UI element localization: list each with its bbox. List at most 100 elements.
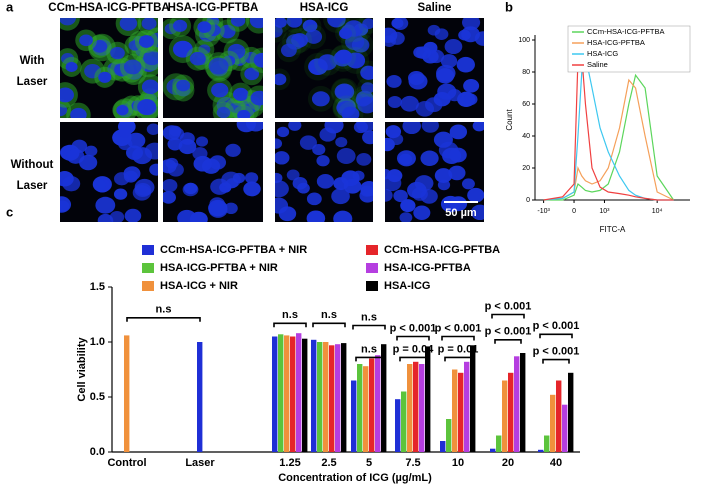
nucleus: [116, 105, 129, 116]
nucleus: [353, 122, 369, 134]
significance-bracket: [126, 317, 201, 322]
nucleus: [333, 177, 349, 191]
bar: [341, 343, 347, 452]
nucleus: [109, 210, 125, 222]
nucleus: [62, 176, 81, 192]
nucleus: [123, 59, 142, 75]
nucleus: [118, 126, 132, 138]
legend-swatch: [142, 281, 154, 291]
bar: [425, 346, 431, 452]
bar: [363, 366, 369, 452]
bar: [452, 369, 458, 452]
row-label: Without: [11, 159, 54, 171]
nucleus: [316, 174, 334, 189]
histogram-line: [543, 54, 674, 201]
significance-label: p < 0.001: [533, 346, 580, 358]
significance-label: n.s: [321, 309, 337, 321]
nucleus: [119, 18, 138, 31]
nucleus: [95, 196, 116, 214]
nucleus: [428, 49, 445, 64]
nucleus: [312, 143, 326, 156]
legend-box: [567, 25, 691, 73]
histogram-line: [543, 73, 675, 201]
y-tick-label: 100: [518, 37, 530, 44]
bar: [556, 380, 562, 452]
significance-label: n.s: [156, 304, 172, 316]
nucleus: [275, 73, 287, 86]
nucleus: [245, 122, 263, 132]
histogram-line: [543, 78, 674, 201]
bar: [296, 333, 302, 452]
nucleus: [276, 126, 290, 138]
nucleus: [163, 191, 176, 204]
x-tick-label: -10³: [537, 208, 550, 215]
legend-swatch: [366, 245, 378, 255]
x-tick-label: Laser: [185, 457, 215, 469]
nucleus: [208, 57, 229, 75]
nucleus: [198, 44, 211, 55]
nucleus: [163, 178, 178, 193]
x-axis-label: Concentration of ICG (µg/mL): [278, 472, 432, 484]
nucleus: [244, 67, 260, 81]
nucleus: [132, 184, 152, 201]
legend-swatch: [366, 263, 378, 273]
nucleus: [400, 95, 419, 112]
legend-label: CCm-HSA-ICG-PFTBA: [384, 244, 500, 256]
nucleus: [291, 33, 309, 48]
nucleus: [407, 181, 427, 199]
nucleus: [253, 52, 263, 68]
significance-label: p = 0.04: [393, 343, 435, 355]
nucleus: [335, 49, 353, 64]
significance-label: p < 0.001: [390, 322, 437, 334]
nucleus: [393, 189, 408, 203]
nucleus: [113, 172, 130, 186]
nucleus: [316, 155, 330, 167]
y-axis-label: Cell viability: [76, 337, 88, 402]
nucleus: [275, 197, 289, 214]
bar: [395, 399, 401, 452]
nucleus: [331, 188, 350, 205]
significance-label: n.s: [361, 311, 377, 323]
nucleus: [362, 18, 373, 30]
nucleus: [415, 46, 432, 60]
significance-label: p < 0.001: [485, 300, 532, 312]
nucleus: [250, 90, 263, 106]
nucleus: [448, 165, 466, 181]
nucleus: [196, 136, 209, 147]
nucleus: [70, 107, 87, 118]
nucleus: [141, 18, 157, 30]
nucleus: [360, 65, 373, 80]
bar: [470, 345, 476, 452]
bar: [329, 345, 335, 452]
nucleus: [311, 91, 330, 107]
nucleus: [444, 39, 463, 55]
nucleus: [402, 122, 422, 135]
legend-swatch: [142, 245, 154, 255]
row-label: Laser: [17, 76, 48, 88]
bar: [440, 441, 446, 452]
nucleus: [60, 87, 74, 103]
nucleus: [232, 87, 249, 101]
nucleus: [302, 19, 318, 33]
nucleus: [141, 79, 158, 95]
nucleus: [280, 43, 297, 58]
x-tick-label: 2.5: [321, 457, 336, 469]
nucleus: [319, 127, 337, 142]
micrograph: [60, 18, 158, 118]
x-tick-label: 0: [572, 208, 576, 215]
micrograph: [385, 122, 484, 222]
nucleus: [249, 18, 263, 29]
micrograph: [60, 122, 158, 222]
nucleus: [336, 148, 356, 165]
bar: [278, 334, 284, 452]
nucleus: [399, 212, 413, 222]
nucleus: [434, 168, 453, 183]
significance-label: p < 0.001: [485, 326, 532, 338]
significance-label: p < 0.001: [533, 320, 580, 332]
bar: [550, 394, 556, 452]
bar: [302, 338, 308, 452]
significance-bracket: [399, 356, 427, 362]
nucleus: [286, 18, 303, 28]
nucleus: [421, 122, 439, 133]
nucleus: [472, 122, 484, 132]
